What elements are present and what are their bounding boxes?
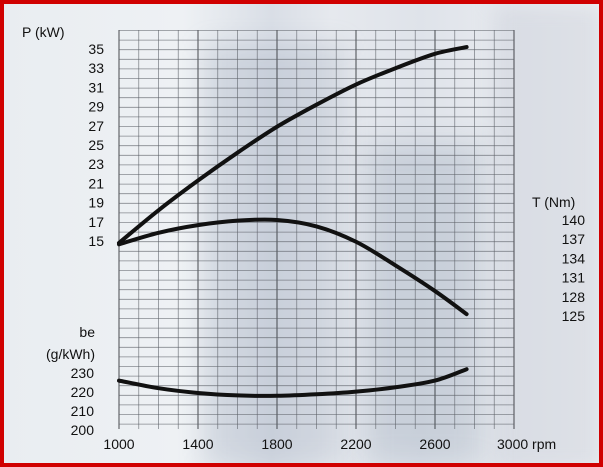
power-tick-label: 35 — [88, 41, 104, 57]
labels: P (kW) T (Nm) be (g/kWh) 1000 1400 1800 220… — [22, 24, 585, 452]
torque-tick-label: 128 — [562, 289, 586, 305]
x-tick-label: 3000 rpm — [497, 436, 556, 452]
power-curve — [117, 45, 469, 245]
power-tick-label: 33 — [88, 60, 104, 76]
power-tick-label: 19 — [88, 195, 104, 211]
curves — [117, 45, 469, 398]
power-tick-label: 23 — [88, 156, 104, 172]
be-curve — [117, 367, 469, 398]
torque-tick-label: 140 — [562, 212, 586, 228]
x-tick-label: 1000 — [103, 436, 134, 452]
torque-tick-label: 131 — [562, 270, 586, 286]
power-tick-label: 27 — [88, 118, 104, 134]
be-tick-label: 230 — [71, 365, 95, 381]
torque-axis-label: T (Nm) — [532, 194, 575, 210]
be-axis-label: be — [79, 324, 95, 340]
background-photo-blur — [364, 144, 484, 463]
power-tick-label: 15 — [88, 233, 104, 249]
x-tick-label: 1800 — [261, 436, 292, 452]
background-photo-blur — [494, 4, 599, 463]
torque-curve — [117, 217, 469, 317]
power-tick-label: 25 — [88, 137, 104, 153]
be-tick-label: 200 — [71, 422, 95, 438]
power-tick-label: 31 — [88, 79, 104, 95]
be-axis-unit-label: (g/kWh) — [46, 346, 95, 362]
power-tick-label: 29 — [88, 99, 104, 115]
torque-tick-label: 125 — [562, 308, 586, 324]
torque-tick-label: 134 — [562, 250, 586, 266]
power-tick-label: 17 — [88, 214, 104, 230]
x-tick-label: 2200 — [340, 436, 371, 452]
be-tick-label: 220 — [71, 384, 95, 400]
x-tick-label: 2600 — [419, 436, 450, 452]
power-tick-label: 21 — [88, 175, 104, 191]
power-axis-label: P (kW) — [22, 24, 65, 40]
be-tick-label: 210 — [71, 403, 95, 419]
x-tick-label: 1400 — [182, 436, 213, 452]
torque-tick-label: 137 — [562, 231, 586, 247]
